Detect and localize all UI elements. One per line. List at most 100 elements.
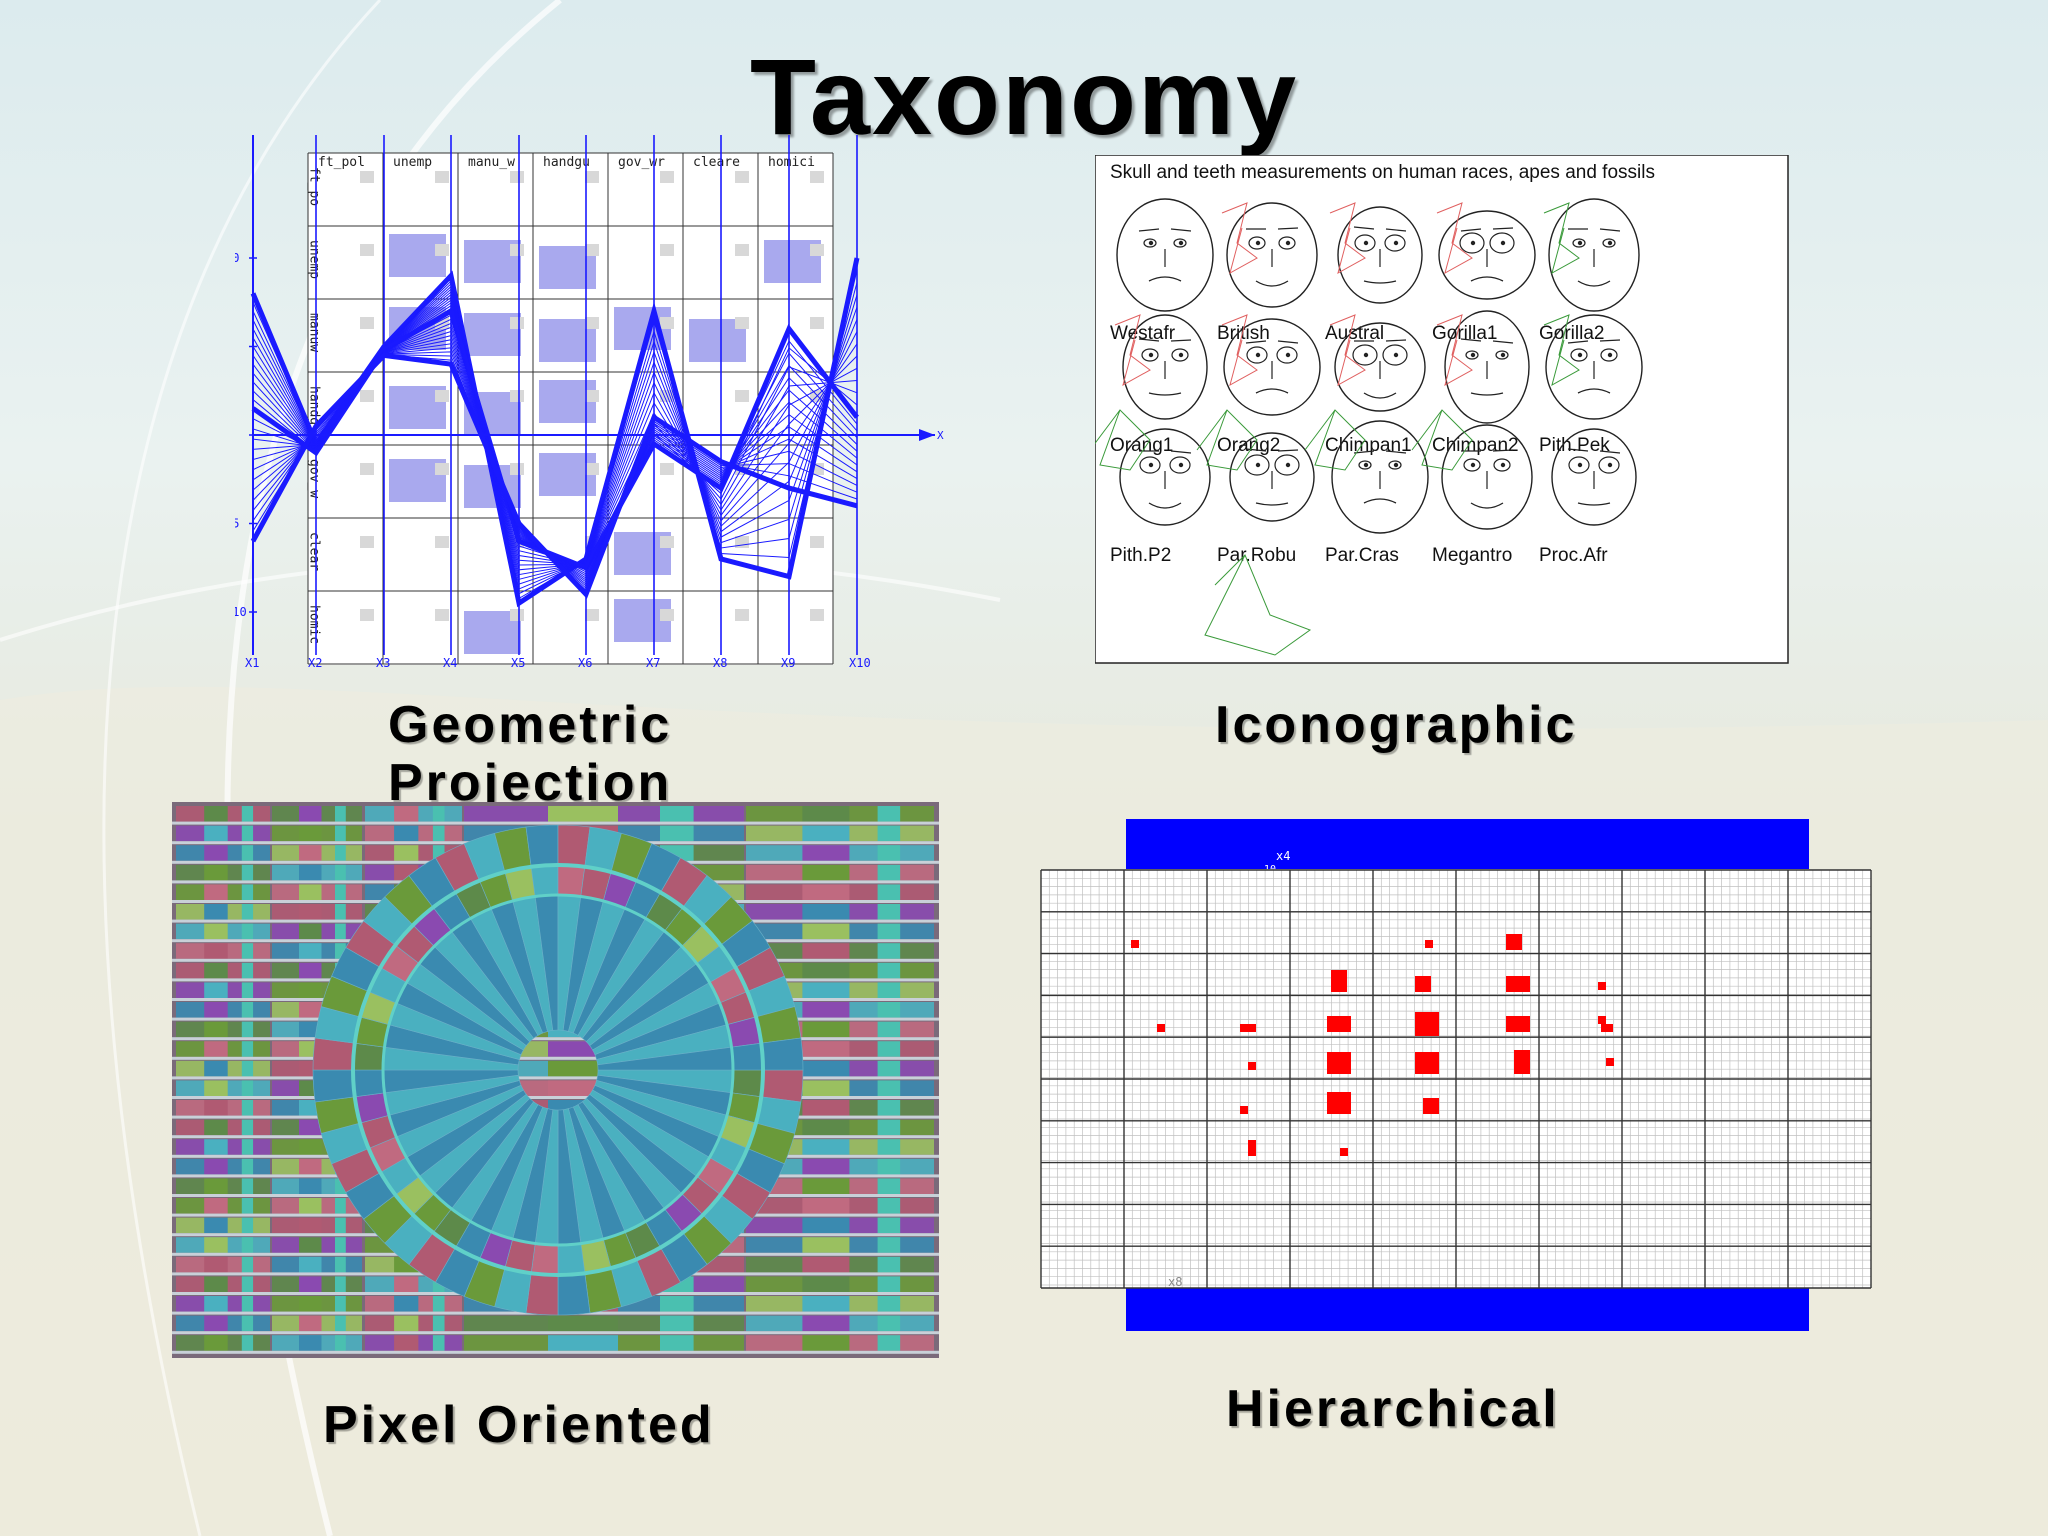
pixel-row-segment: [802, 1002, 850, 1018]
face-label: Megantro: [1432, 545, 1512, 566]
pixel-row-segment: [877, 845, 901, 861]
pixel-row-segment: [802, 825, 850, 842]
pixel-row-segment: [299, 1335, 322, 1351]
chernoff-face: Gorilla1: [1432, 202, 1536, 344]
matrix-marker: [360, 463, 374, 475]
face-eye: [1382, 344, 1408, 366]
face-brow: [1385, 228, 1407, 232]
face-outline: [1444, 310, 1530, 424]
face-outline: [1119, 428, 1211, 526]
occupied-cell: [1415, 1052, 1439, 1074]
faces-title: Skull and teeth measurements on human ra…: [1110, 162, 1655, 183]
label-geometric-projection: Geometric Projection: [388, 696, 673, 804]
matrix-marker: [660, 171, 674, 183]
matrix-marker: [735, 171, 749, 183]
matrix-marker: [360, 609, 374, 621]
label-pixel-oriented: Pixel Oriented: [323, 1396, 715, 1454]
matrix-marker: [735, 609, 749, 621]
face-eye: [1139, 456, 1161, 474]
label-iconographic: Iconographic: [1215, 696, 1578, 754]
face-brow: [1277, 227, 1299, 230]
pixel-row-segment: [877, 962, 901, 979]
pixel-circle-segment: [557, 1243, 586, 1276]
pixel-row-segment: [877, 1080, 901, 1096]
pixel-row-segment: [877, 1060, 901, 1077]
pixel-row-segment: [877, 825, 901, 842]
pixel-row-segment: [394, 845, 419, 861]
pixel-circle-segment: [557, 824, 591, 868]
chernoff-face: Gorilla2: [1539, 198, 1640, 344]
chernoff-face: Pith.Pek: [1539, 314, 1643, 456]
skull-wireframe: [1095, 409, 1151, 471]
face-mouth: [1577, 280, 1611, 287]
pixel-row-segment: [241, 982, 254, 998]
chernoff-face: Chimpan1: [1325, 314, 1426, 456]
pixel-row-segment: [204, 1276, 228, 1292]
pixel-row-segment: [241, 1315, 254, 1332]
pixel-row-segment: [335, 904, 346, 920]
pixel-row-segment: [204, 904, 228, 920]
face-eye: [1495, 350, 1509, 360]
pixel-row-segment: [241, 1002, 254, 1018]
face-outline: [1545, 314, 1643, 420]
pixel-row-segment: [299, 1158, 322, 1175]
matrix-marker: [735, 390, 749, 402]
chernoff-faces-figure: Skull and teeth measurements on human ra…: [1095, 155, 1789, 664]
pixel-row-segment: [204, 962, 228, 979]
pixel-row-segment: [802, 1178, 850, 1194]
occupied-cell: [1240, 1024, 1256, 1032]
face-eye: [1493, 458, 1511, 472]
pixel-row-segment: [241, 1296, 254, 1312]
pixel-row-segment: [299, 884, 322, 900]
face-label: Gorilla2: [1539, 323, 1604, 344]
pixel-row-segment: [241, 1021, 254, 1038]
matrix-marker: [510, 463, 524, 475]
pixel-row-segment: [204, 864, 228, 881]
pixel-row-segment: [299, 1256, 322, 1273]
pixel-row-segment: [802, 1041, 850, 1057]
pixel-row-segment: [394, 1335, 419, 1351]
face-brow: [1138, 338, 1160, 342]
occupied-cell: [1506, 1016, 1530, 1032]
pixel-row-segment: [204, 943, 228, 959]
pixel-row-segment: [548, 806, 618, 822]
face-eye: [1489, 232, 1515, 254]
pixel-row-segment: [241, 1041, 254, 1057]
face-pupil: [1148, 462, 1154, 468]
pixel-row-segment: [802, 1100, 850, 1116]
face-outline: [1116, 198, 1214, 312]
chernoff-face: Pith.P2: [1095, 409, 1211, 566]
pixel-row-segment: [241, 1237, 254, 1253]
matrix-marker: [735, 317, 749, 329]
matrix-marker: [435, 390, 449, 402]
pixel-row-segment: [877, 923, 901, 940]
face-mouth: [1255, 502, 1289, 506]
pixel-row-segment: [432, 1335, 445, 1351]
pixel-row-segment: [241, 1060, 254, 1077]
pixel-row-segment: [299, 923, 322, 940]
face-pupil: [1393, 352, 1399, 358]
face-mouth: [1470, 276, 1504, 282]
face-label: Pith.Pek: [1539, 435, 1610, 456]
pixel-row-segment: [299, 1296, 322, 1312]
pixel-row-segment: [877, 943, 901, 959]
pixel-row-segment: [802, 1198, 850, 1214]
matrix-marker: [810, 317, 824, 329]
pixel-row-separator: [172, 1096, 939, 1099]
chernoff-face: British: [1217, 202, 1318, 344]
pixel-row-segment: [802, 1119, 850, 1136]
pixel-row-segment: [299, 1315, 322, 1332]
matrix-marker: [660, 609, 674, 621]
occupied-cell: [1248, 1062, 1256, 1070]
skull-wireframe: [1221, 314, 1258, 387]
pixel-row-separator: [172, 1056, 939, 1060]
matrix-header: homici: [768, 155, 815, 170]
face-eye: [1572, 238, 1586, 248]
face-pupil: [1255, 462, 1261, 468]
pixel-row-segment: [877, 1041, 901, 1057]
pixel-row-segment: [335, 923, 346, 940]
pixel-row-segment: [299, 1217, 322, 1234]
pixel-row-segment: [299, 982, 322, 998]
pixel-row-segment: [299, 904, 322, 920]
pixel-row-segment: [241, 962, 254, 979]
